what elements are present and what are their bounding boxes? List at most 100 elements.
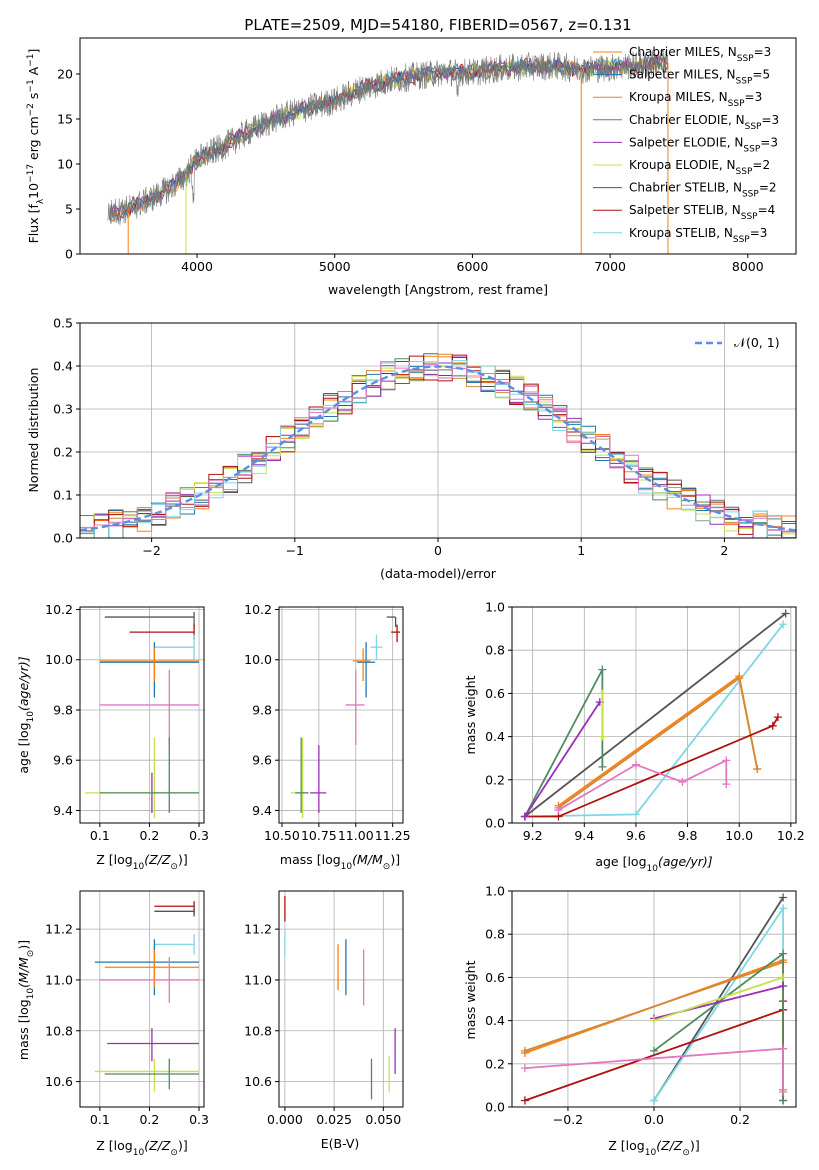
y-tick-label: 9.6 [252,753,272,768]
legend-entry-part: =2 [752,158,770,172]
y-axis-label-part: (age/yr)] [16,656,31,711]
y-tick-label: 0.5 [53,316,73,331]
y-tick-label: 10.2 [244,602,272,617]
y-tick-label: 0.0 [485,1100,505,1115]
y-tick-label: 1.0 [485,600,505,615]
y-axis-label-part: −1 [26,54,36,67]
legend-entry: Salpeter ELODIE, NSSP=3 [629,135,778,154]
series-line [524,961,784,1052]
legend-entry: Chabrier STELIB, NSSP=2 [629,181,777,200]
series-marker [650,1046,658,1055]
series-marker [520,1096,529,1105]
legend-entry-part: =4 [758,203,776,217]
legend-entry-part: =2 [759,181,777,195]
y-tick-label: 0.6 [485,970,505,985]
x-tick-label: 10.0 [725,828,753,843]
histogram-step [80,361,796,538]
axes-frame [278,606,404,824]
y-axis-label-part: −2 [26,103,36,116]
x-axis-label-part: Z [log [608,1138,644,1153]
y-axis-label-part: A [26,66,41,79]
y-axis-label-part: age [log [16,722,31,773]
x-tick-label: 0.2 [139,828,159,843]
y-tick-label: 11.2 [244,922,272,937]
x-axis-label-part: (age/yr)] [658,854,713,869]
x-axis-label-part: ⊙ [682,1148,690,1158]
y-tick-label: 10.0 [244,652,272,667]
legend-entry-part: SSP [745,122,762,132]
x-axis-label-part: (data-model)/error [380,566,497,581]
series-marker [554,806,563,815]
legend-entry-part: =3 [761,113,779,127]
legend-entry-part: =3 [760,135,778,149]
y-tick-label: 9.8 [252,702,272,717]
x-axis-label: (data-model)/error [380,566,497,581]
legend-entry-part: Kroupa STELIB, N [629,226,733,240]
series-line [653,951,784,1101]
series-line [653,905,784,1102]
series-marker [768,721,777,730]
plot-area [520,893,788,1105]
legend-entry: Chabrier ELODIE, NSSP=3 [629,113,779,132]
y-axis-label-part: s [26,93,41,104]
x-axis-label-part: (M/M [352,852,383,867]
y-axis-label-part: ] [26,49,41,54]
series-marker [781,609,790,618]
x-tick-label: 4000 [181,259,213,274]
y-axis-label: Normed distribution [26,368,41,493]
y-tick-label: 0.2 [53,445,73,460]
y-axis-label-part: mass weight [463,960,478,1039]
y-tick-label: 11.2 [45,922,73,937]
series-marker [598,762,607,771]
x-tick-label: 0.000 [267,1112,303,1127]
series-marker [678,777,687,786]
x-tick-label: 10.50 [264,828,300,843]
series-marker [722,756,731,765]
x-axis-label-part: mass [log [280,852,341,867]
y-tick-label: 0.6 [485,686,505,701]
y-tick-label: 10.8 [244,1023,272,1038]
series-marker [598,732,607,741]
x-tick-label: 0.1 [90,1112,110,1127]
y-axis-label-part: Normed distribution [26,368,41,493]
x-tick-label: 9.2 [523,828,543,843]
axes-frame [79,606,205,824]
y-axis-label-part: erg cm [26,116,41,164]
y-axis-label: mass weight [463,675,478,754]
axes-mass_vs_ebv: 0.000 0.025 0.050 10.6 10.8 11.0 11.2 E(B-V) [244,890,404,1151]
x-axis-label-part: 10 [341,862,353,872]
x-tick-label: −2 [142,543,160,558]
legend-entry-part: Chabrier STELIB, N [629,181,742,195]
legend-entry-part: SSP [743,144,760,154]
x-tick-label: 9.4 [574,828,594,843]
legend-entry: 𝒩(0, 1) [734,335,780,350]
y-tick-label: 9.6 [53,753,73,768]
observed-spectrum-line [107,48,668,226]
series-marker [650,1016,658,1025]
y-axis-label: mass weight [463,960,478,1039]
y-tick-label: 15 [57,112,73,127]
x-axis-label-part: (Z/Z [656,1138,683,1153]
legend-entry-part: =3 [750,226,768,240]
y-tick-label: 10.8 [45,1023,73,1038]
y-tick-label: 0.2 [485,772,505,787]
plot-area [284,896,396,1100]
series-marker [779,620,788,629]
y-axis-label-part: 10 [26,988,36,1000]
y-tick-label: 0.4 [485,1013,505,1028]
series-marker [735,674,744,683]
legend-entry: Salpeter MILES, NSSP=5 [629,68,770,87]
x-tick-label: 0.0 [644,1112,664,1127]
y-axis-label-part: Flux [f [26,204,41,244]
y-tick-label: 0.8 [485,643,505,658]
series-line [524,701,601,818]
x-tick-label: 11.00 [338,828,374,843]
legend-entry: Chabrier MILES, NSSP=3 [629,45,771,64]
y-tick-label: 20 [57,67,73,82]
y-tick-label: 0 [65,247,73,262]
y-tick-label: 5 [65,202,73,217]
series-line [524,669,604,817]
x-tick-label: 0.050 [365,1112,401,1127]
y-axis-label-part: 10 [26,711,36,723]
